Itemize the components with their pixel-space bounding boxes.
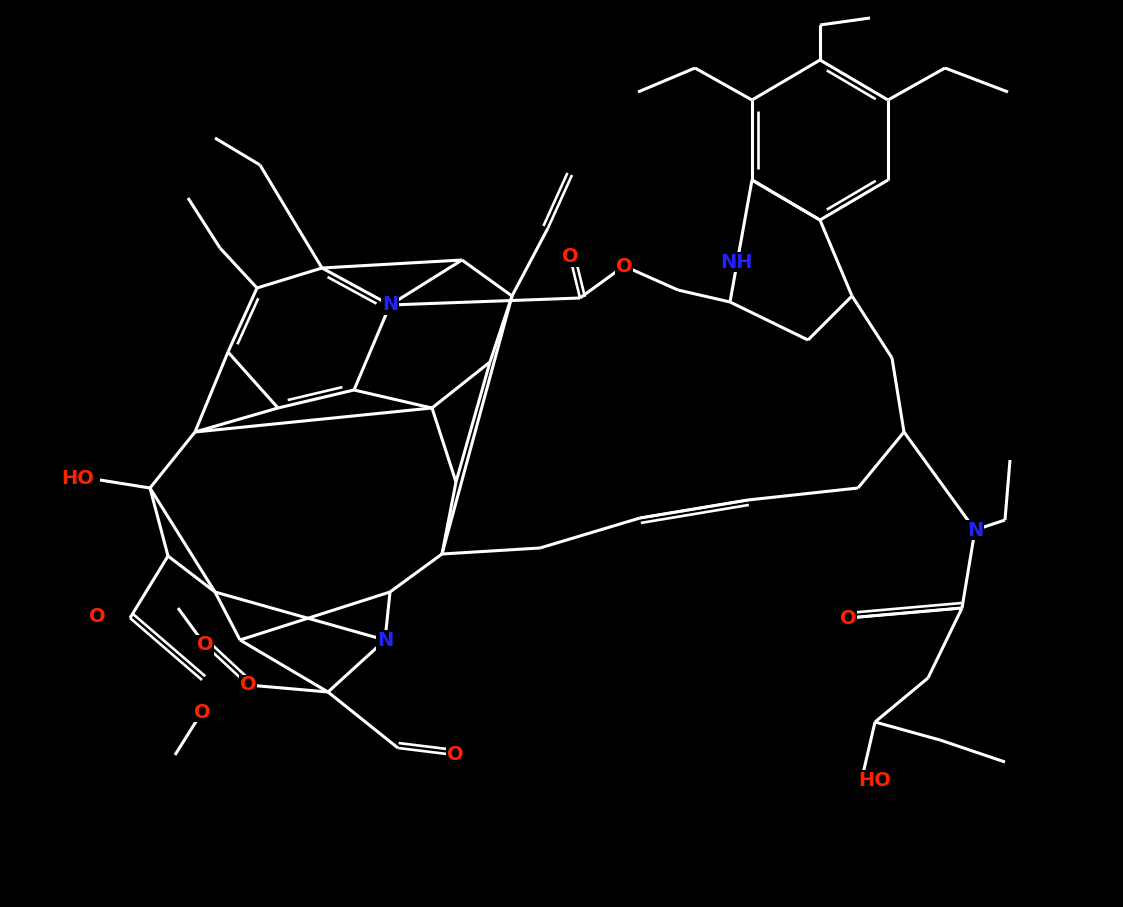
Text: HO: HO [62,469,94,487]
Text: O: O [239,676,256,695]
Text: O: O [197,636,213,655]
Text: O: O [193,703,210,721]
Text: O: O [840,609,857,628]
Text: O: O [89,608,106,627]
Text: O: O [562,248,578,267]
Text: O: O [615,257,632,276]
Text: N: N [377,630,393,649]
Text: NH: NH [721,252,754,271]
Text: HO: HO [859,771,892,789]
Text: N: N [967,521,983,540]
Text: N: N [382,296,399,315]
Text: O: O [447,746,464,765]
